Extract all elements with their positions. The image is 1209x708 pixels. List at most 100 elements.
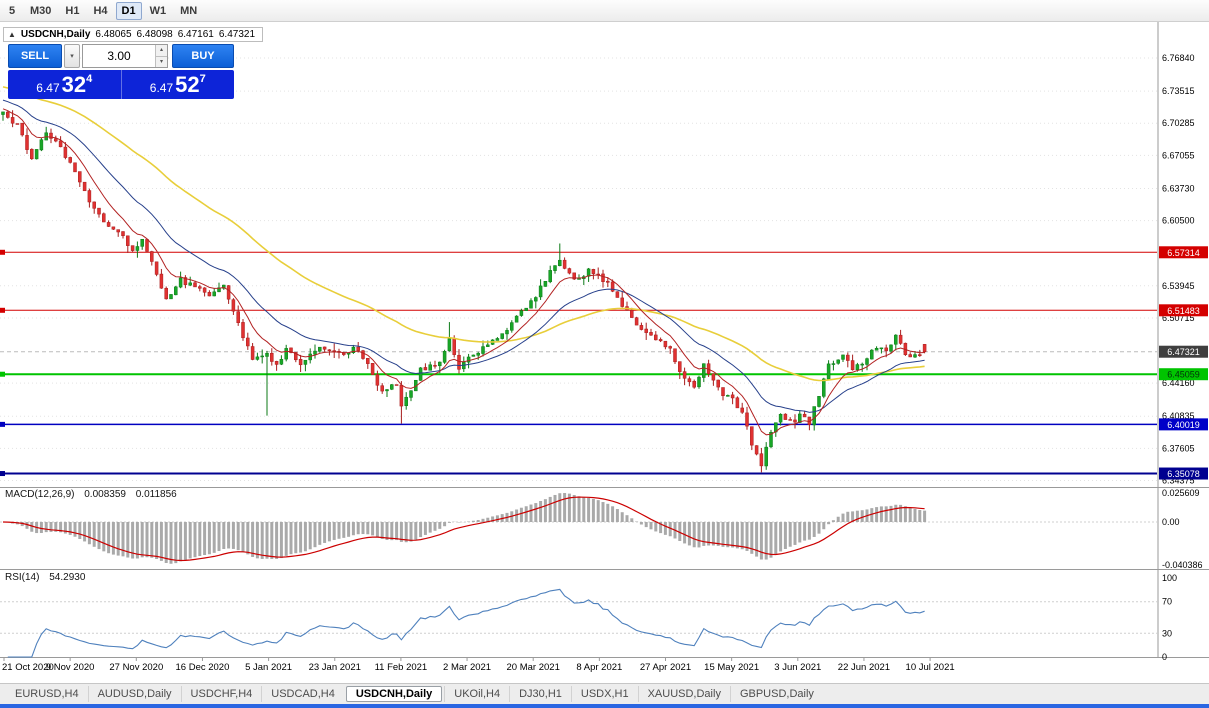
date-label: 27 Apr 2021 bbox=[640, 662, 691, 673]
date-label: 21 Oct 2020 bbox=[2, 662, 54, 673]
price-axis-label: 6.73515 bbox=[1162, 86, 1195, 96]
sell-price-pipette: 4 bbox=[86, 73, 93, 85]
chevron-down-icon: ▾ bbox=[70, 53, 74, 60]
timeframe-h4-button[interactable]: H4 bbox=[87, 2, 113, 20]
ma-mid-line bbox=[2, 99, 925, 413]
price-badge-resistance-line bbox=[1159, 246, 1208, 259]
rsi-axis-label: 70 bbox=[1162, 597, 1172, 607]
hline-handle[interactable] bbox=[0, 371, 5, 377]
hline-handle[interactable] bbox=[0, 249, 5, 255]
price-axis-label: 6.67055 bbox=[1162, 150, 1195, 160]
price-badge-value: 6.47321 bbox=[1167, 347, 1200, 357]
ma-fast-line bbox=[2, 108, 925, 436]
tab-usdcnh-daily[interactable]: USDCNH,Daily bbox=[345, 686, 443, 702]
timeframe-w1-button[interactable]: W1 bbox=[144, 2, 173, 20]
macd-label: MACD(12,26,9) 0.008359 0.011856 bbox=[5, 489, 184, 500]
sell-price-big: 32 bbox=[61, 71, 87, 97]
rsi-line bbox=[7, 588, 925, 658]
buy-button[interactable]: BUY bbox=[172, 44, 234, 68]
hline-handle[interactable] bbox=[0, 307, 5, 313]
date-label: 10 Jul 2021 bbox=[906, 662, 955, 673]
horizontal-level-lines bbox=[0, 249, 1157, 477]
timeframe-mn-button[interactable]: MN bbox=[174, 2, 203, 20]
price-axis-label: 6.44160 bbox=[1162, 378, 1195, 388]
volume-field-wrap: ▴ ▾ bbox=[82, 44, 168, 68]
volume-dropdown-button[interactable]: ▾ bbox=[64, 44, 80, 68]
price-badge-value: 6.45059 bbox=[1167, 370, 1200, 380]
tab-audusd-daily[interactable]: AUDUSD,Daily bbox=[87, 686, 181, 702]
low-value: 6.47161 bbox=[177, 29, 214, 40]
rsi-name: RSI(14) bbox=[5, 572, 40, 583]
one-click-trading-panel: SELL ▾ ▴ ▾ BUY 6.47 32 4 6.47 52 bbox=[8, 44, 234, 99]
macd-axis-zero: 0.00 bbox=[1162, 517, 1180, 527]
timeframe-toolbar: 5 M30 H1 H4 D1 W1 MN bbox=[0, 0, 1209, 22]
sell-quote[interactable]: 6.47 32 4 bbox=[8, 70, 122, 99]
price-badge-value: 6.57314 bbox=[1167, 248, 1200, 258]
chart-canvas[interactable]: 6.76840 6.73515 6.70285 6.67055 6.63730 6.605… bbox=[0, 22, 1209, 683]
price-badge-current-price bbox=[1159, 345, 1208, 358]
quote-display: 6.47 32 4 6.47 52 7 bbox=[8, 70, 234, 99]
volume-input[interactable] bbox=[83, 45, 167, 67]
price-axis-label: 6.40835 bbox=[1162, 411, 1195, 421]
price-badge-value: 6.51483 bbox=[1167, 306, 1200, 316]
price-axis-label: 6.60500 bbox=[1162, 216, 1195, 226]
date-label: 22 Jun 2021 bbox=[838, 662, 890, 673]
rsi-axis-label: 100 bbox=[1162, 573, 1177, 583]
price-axis-label: 6.50715 bbox=[1162, 313, 1195, 323]
sell-button[interactable]: SELL bbox=[8, 44, 62, 68]
price-axis-label: 6.37605 bbox=[1162, 443, 1195, 453]
tab-eurusd-h4[interactable]: EURUSD,H4 bbox=[15, 688, 79, 700]
macd-axis-max: 0.025609 bbox=[1162, 488, 1200, 498]
buy-quote[interactable]: 6.47 52 7 bbox=[122, 70, 235, 99]
price-badge-resistance-line bbox=[1159, 304, 1208, 317]
bottom-edge-strip bbox=[0, 704, 1209, 708]
date-label: 15 May 2021 bbox=[704, 662, 759, 673]
macd-histogram bbox=[6, 493, 927, 564]
date-label: 9 Nov 2020 bbox=[46, 662, 95, 673]
hline-handle[interactable] bbox=[0, 471, 5, 477]
timeframe-m30-button[interactable]: M30 bbox=[24, 2, 57, 20]
tab-dj30-h1[interactable]: DJ30,H1 bbox=[509, 686, 571, 702]
macd-name: MACD(12,26,9) bbox=[5, 489, 75, 500]
price-axis-label: 6.34375 bbox=[1162, 476, 1195, 486]
date-label: 5 Jan 2021 bbox=[245, 662, 292, 673]
high-value: 6.48098 bbox=[136, 29, 173, 40]
tab-usdx-h1[interactable]: USDX,H1 bbox=[570, 686, 638, 702]
date-label: 3 Jun 2021 bbox=[774, 662, 821, 673]
date-label: 27 Nov 2020 bbox=[109, 662, 163, 673]
date-label: 16 Dec 2020 bbox=[176, 662, 230, 673]
timeframe-h1-button[interactable]: H1 bbox=[59, 2, 85, 20]
timeframe-d1-button[interactable]: D1 bbox=[115, 1, 142, 20]
price-gridlines bbox=[0, 57, 1157, 482]
tab-gbpusd-daily[interactable]: GBPUSD,Daily bbox=[729, 686, 823, 702]
chart-ohlc-header: ▲ USDCNH,Daily 6.48065 6.48098 6.47161 6… bbox=[3, 27, 264, 42]
date-label: 23 Jan 2021 bbox=[309, 662, 361, 673]
price-badge-support-line bbox=[1159, 418, 1208, 431]
macd-axis-min: -0.040386 bbox=[1162, 560, 1203, 570]
date-label: 2 Mar 2021 bbox=[443, 662, 491, 673]
price-badge-value: 6.35078 bbox=[1167, 469, 1200, 479]
tab-usdcad-h4[interactable]: USDCAD,H4 bbox=[261, 686, 344, 702]
price-badge-support-line bbox=[1159, 368, 1208, 381]
timeframe-m5-button[interactable]: 5 bbox=[2, 2, 22, 20]
rsi-axis-label: 30 bbox=[1162, 628, 1172, 638]
hline-handle[interactable] bbox=[0, 421, 5, 427]
tab-ukoil-h4[interactable]: UKOil,H4 bbox=[444, 686, 509, 702]
symbol-label: USDCNH,Daily bbox=[20, 29, 91, 40]
volume-decrement-button[interactable]: ▾ bbox=[156, 56, 167, 67]
buy-price-prefix: 6.47 bbox=[149, 80, 174, 95]
candlestick-series bbox=[1, 110, 927, 473]
ma-slow-line bbox=[2, 86, 925, 382]
tab-xauusd-daily[interactable]: XAUUSD,Daily bbox=[637, 686, 730, 702]
volume-increment-button[interactable]: ▴ bbox=[156, 45, 167, 57]
price-badge-value: 6.40019 bbox=[1167, 420, 1200, 430]
tab-usdchf-h4[interactable]: USDCHF,H4 bbox=[180, 686, 262, 702]
price-axis-label: 6.63730 bbox=[1162, 183, 1195, 193]
date-label: 20 Mar 2021 bbox=[507, 662, 560, 673]
macd-main-value: 0.008359 bbox=[84, 489, 126, 500]
rsi-axis-label: 0 bbox=[1162, 652, 1167, 662]
price-axis-label: 6.70285 bbox=[1162, 118, 1195, 128]
buy-price-big: 52 bbox=[175, 71, 200, 97]
collapse-panel-icon[interactable]: ▲ bbox=[8, 30, 16, 39]
